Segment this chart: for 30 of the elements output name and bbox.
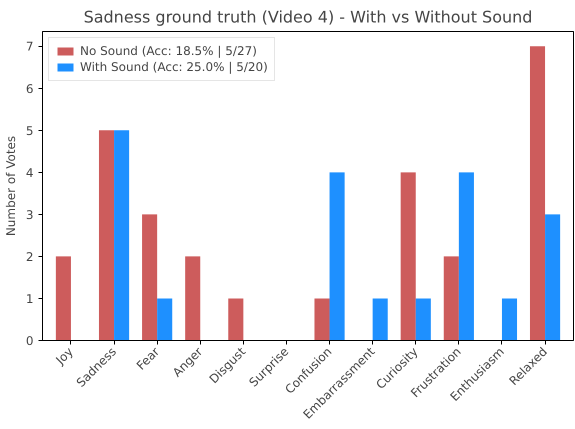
bar bbox=[444, 256, 459, 340]
bar bbox=[502, 298, 518, 340]
y-tick-label: 6 bbox=[26, 82, 34, 96]
bar bbox=[142, 214, 158, 340]
bar bbox=[416, 298, 431, 340]
y-tick-label: 5 bbox=[26, 124, 34, 138]
bar bbox=[458, 172, 474, 340]
bar bbox=[545, 214, 560, 340]
bar bbox=[400, 172, 416, 340]
y-axis-title: Number of Votes bbox=[4, 136, 18, 236]
bar bbox=[530, 46, 546, 340]
bar bbox=[157, 298, 172, 340]
y-tick-label: 1 bbox=[26, 292, 34, 306]
y-tick-label: 7 bbox=[26, 40, 34, 54]
bar bbox=[314, 298, 330, 340]
chart-title: Sadness ground truth (Video 4) - With vs Without Sound bbox=[84, 8, 532, 26]
bar bbox=[114, 130, 130, 340]
y-tick-label: 4 bbox=[26, 166, 34, 180]
y-tick-label: 3 bbox=[26, 208, 34, 222]
x-tick-label: Joy bbox=[52, 344, 76, 368]
legend-label: No Sound (Acc: 18.5% | 5/27) bbox=[80, 44, 257, 58]
y-tick-label: 2 bbox=[26, 250, 34, 264]
bar bbox=[56, 256, 71, 340]
bar bbox=[228, 298, 244, 340]
bar bbox=[98, 130, 114, 340]
legend-label: With Sound (Acc: 25.0% | 5/20) bbox=[80, 60, 268, 74]
bar bbox=[372, 298, 388, 340]
bar bbox=[185, 256, 200, 340]
bar bbox=[330, 172, 345, 340]
y-tick-label: 0 bbox=[26, 334, 34, 348]
